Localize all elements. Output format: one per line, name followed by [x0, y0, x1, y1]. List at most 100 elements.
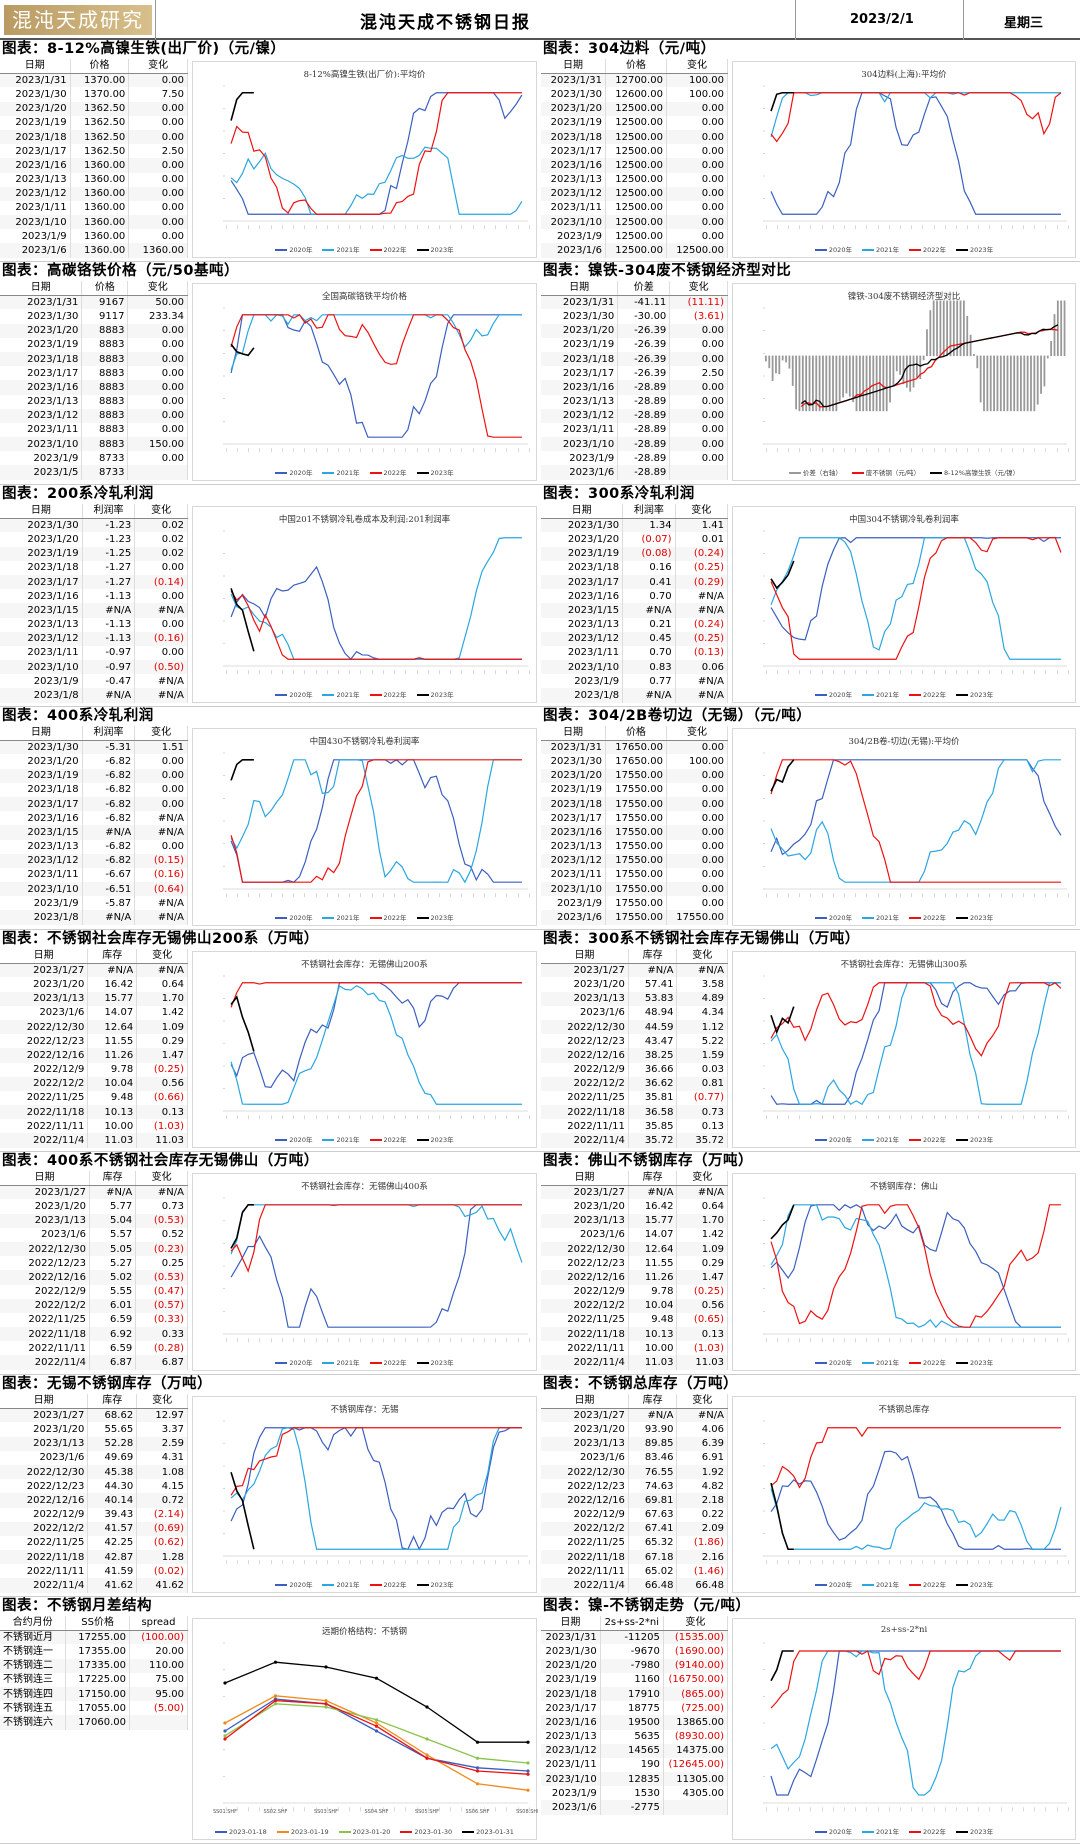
legend-item: 2020年: [275, 1136, 312, 1144]
x-tick-mark: —: [976, 1115, 981, 1120]
spread-bar: [791, 355, 794, 386]
x-tick-mark: —: [504, 225, 509, 230]
x-tick-mark: —: [841, 1560, 846, 1565]
table-header-row: 日期 2s+ss-2*ni 变化: [541, 1616, 729, 1631]
x-tick-mark: —: [257, 448, 262, 453]
table-cell: 2022/12/23: [541, 1256, 629, 1271]
x-tick-mark: —: [841, 1807, 846, 1812]
x-tick-mark: —: [976, 1338, 981, 1343]
table-cell: 2023/1/6: [541, 243, 606, 258]
table-cell: 2023/1/5: [0, 465, 83, 480]
spread-bar: [848, 355, 851, 397]
year-series-line: [230, 590, 522, 660]
table-row: 2023/1/9 -28.89 0.00: [541, 451, 728, 466]
table-cell: 1362.50: [70, 129, 130, 145]
year-series-line: [230, 588, 255, 652]
x-tick-label: SS06.SHF: [465, 1809, 489, 1815]
x-tick-mark: —: [414, 1807, 419, 1812]
spread-bar: [962, 300, 965, 357]
table-cell: 2023/1/12: [541, 853, 606, 868]
table-cell: 2023/1/6: [0, 1450, 89, 1465]
year-series-line: [770, 759, 1061, 883]
table-cell: (0.29): [675, 574, 729, 590]
legend-swatch-icon: [369, 1584, 382, 1586]
x-tick-mark: —: [504, 1560, 509, 1565]
legend-label: 2023年: [430, 914, 454, 922]
table-cell: -1.23: [82, 532, 136, 547]
year-series-line: [230, 92, 522, 215]
table-cell: 11.03: [136, 1133, 188, 1148]
spread-bar: [959, 300, 962, 357]
table-cell: 17060.00: [65, 1715, 130, 1730]
x-tick-mark: —: [425, 1807, 430, 1812]
x-tick-mark: —: [1031, 1115, 1036, 1120]
year-series-line: [770, 1650, 1061, 1709]
spread-bar: [999, 355, 1002, 412]
table-cell: (0.69): [136, 1521, 188, 1536]
table-cell: 2023/1/9: [0, 674, 83, 689]
legend-swatch-icon: [275, 1362, 288, 1364]
legend-item: 2022年: [369, 469, 407, 477]
x-tick-mark: —: [1009, 670, 1014, 675]
table-header-row: 合约月份 SS价格 spread: [0, 1616, 188, 1631]
x-tick-mark: —: [279, 1807, 284, 1812]
table-cell: 1.42: [136, 1005, 188, 1020]
line-chart: 不锈钢库存：佛山 — — — — — — — — — — — — — — — — — — — — — — — — — — — —2020…: [732, 1173, 1076, 1371]
forward-curve-point: [223, 1721, 227, 1725]
table-cell: 0.00: [128, 129, 188, 145]
table-cell: -26.39: [617, 337, 671, 352]
table-cell: 2023/1/16: [541, 1715, 601, 1730]
legend-label: 2021年: [336, 1581, 360, 1589]
forward-curve-point: [425, 1753, 429, 1757]
table-row: 2023/1/17 0.41 (0.29): [541, 574, 729, 590]
x-tick-mark: —: [425, 448, 430, 453]
table-cell: 2023/1/8: [0, 910, 83, 925]
legend-swatch-icon: [814, 249, 827, 251]
table-row: 2022/11/11 41.59 (0.02): [0, 1564, 188, 1579]
table-row: 2023/1/30 12600.00 100.00: [541, 87, 729, 102]
spread-bar: [916, 355, 918, 378]
x-tick-mark: —: [976, 1560, 981, 1565]
table-cell: (11.11): [669, 295, 728, 310]
table-cell: -28.89: [617, 465, 671, 480]
forward-curve-point: [223, 1681, 227, 1685]
table-cell: 2023/1/17: [0, 796, 83, 812]
legend-swatch-icon: [909, 1139, 921, 1141]
table-row: 2023/1/10 17550.00 0.00: [541, 882, 729, 897]
table-row: 2023/1/19 (0.08) (0.24): [541, 546, 729, 561]
table-cell: 53.83: [628, 991, 678, 1006]
table-cell: 2022/12/9: [0, 1507, 89, 1522]
x-tick-mark: —: [785, 1338, 790, 1343]
x-tick-mark: —: [391, 893, 396, 898]
table-cell: 2023/1/11: [0, 200, 71, 216]
chart-plot: — — — — — — — — — — — — — — — — — — — — — — — — — — — —: [763, 752, 1070, 898]
table-cell: 2023/1/30: [541, 309, 619, 324]
x-tick-mark: —: [841, 448, 846, 453]
x-tick-mark: —: [819, 448, 824, 453]
table-cell: 12500.00: [605, 215, 667, 230]
x-tick-mark: —: [864, 225, 869, 230]
legend-item: 2022年: [909, 691, 946, 699]
table-row: 2022/11/4 35.72 35.72: [541, 1133, 728, 1148]
column-header: 变化: [136, 1394, 188, 1409]
legend-swatch-icon: [322, 1362, 335, 1364]
x-tick-mark: —: [526, 670, 531, 675]
legend-item: 2022年: [909, 1136, 946, 1144]
table-row: 2023/1/9 17550.00 0.00: [541, 896, 729, 911]
table-row: 2023/1/20 17550.00 0.00: [541, 768, 729, 783]
x-tick-mark: —: [1043, 670, 1048, 675]
x-tick-mark: —: [942, 1560, 947, 1565]
table-cell: 2023/1/10: [0, 660, 83, 675]
table-cell: 35.72: [628, 1133, 678, 1148]
table-cell: #N/A: [134, 825, 188, 840]
legend-label: 2023年: [970, 1581, 994, 1589]
spread-bar: [996, 355, 999, 412]
table-row: 2023/1/13 -1.13 0.00: [0, 617, 188, 632]
panel-title: 图表：镍铁-304废不锈钢经济型对比: [543, 263, 792, 279]
x-tick-mark: —: [897, 1560, 902, 1565]
legend-label: 2021年: [336, 246, 360, 254]
x-tick-mark: —: [492, 1338, 497, 1343]
chart-panel: 图表：400系不锈钢社会库存无锡佛山（万吨） 日期 库存 变化 2023/1/27 #N/…: [0, 1152, 541, 1375]
spread-bar: [892, 355, 895, 387]
chart-panel: 图表：200系冷轧利润 日期 利润率 变化 2023/1/30 -1.23 0.02 2023…: [0, 485, 541, 707]
